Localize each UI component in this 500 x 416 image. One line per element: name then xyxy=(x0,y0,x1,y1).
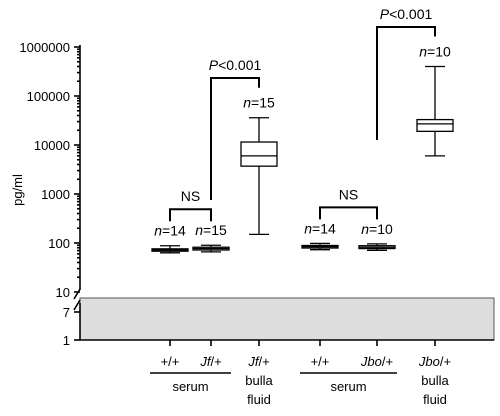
comparison-bracket-3: P<0.001 xyxy=(209,57,262,200)
genotype-suffix: /+ xyxy=(382,354,393,369)
genotype-suffix: +/+ xyxy=(161,354,180,369)
axis-break-mark xyxy=(73,288,81,311)
y-tick-label: 1000000 xyxy=(19,40,70,55)
box-plot-group-2: n=15 xyxy=(192,222,230,253)
n-label: n=15 xyxy=(195,222,227,238)
bracket-line xyxy=(376,26,436,140)
n-value: =15 xyxy=(203,222,227,238)
n-label: n=10 xyxy=(419,43,451,59)
genotype-suffix: /+ xyxy=(210,354,221,369)
y-tick-label: 100000 xyxy=(27,89,70,104)
x-sublabel: fluid xyxy=(423,392,447,407)
comparison-bracket-4: P<0.001 xyxy=(376,6,436,140)
y-tick-label: 1 xyxy=(63,333,70,348)
n-value: =10 xyxy=(369,221,393,237)
genotype-allele: Jbo xyxy=(360,354,382,369)
y-tick-label: 10 xyxy=(56,285,70,300)
p-letter: P xyxy=(209,57,219,73)
genotype-allele: Jf xyxy=(199,354,212,369)
x-sublabel: bulla xyxy=(245,373,273,388)
p-value: <0.001 xyxy=(218,57,261,73)
box-plot-group-3: n=15 xyxy=(240,95,278,236)
n-letter: n xyxy=(243,95,251,111)
box-plot-group-1: n=14 xyxy=(151,223,189,254)
bracket-line xyxy=(169,208,212,222)
x-sublabel: bulla xyxy=(421,373,449,388)
genotype-suffix: +/+ xyxy=(311,354,330,369)
box-plot-group-4: n=14 xyxy=(301,220,339,251)
n-label: n=15 xyxy=(243,95,275,111)
y-tick-label: 10000 xyxy=(34,138,70,153)
n-value: =10 xyxy=(427,43,451,59)
n-letter: n xyxy=(195,222,203,238)
n-value: =14 xyxy=(312,220,336,236)
n-letter: n xyxy=(154,223,162,239)
box-iqr xyxy=(416,118,454,132)
x-category-label: Jbo/+ xyxy=(418,354,451,369)
x-category-label: Jf/+ xyxy=(199,354,221,369)
x-category-label: +/+ xyxy=(311,354,330,369)
x-sublabel: fluid xyxy=(247,392,271,407)
serum-label: serum xyxy=(330,379,366,394)
n-value: =14 xyxy=(162,223,186,239)
n-value: =15 xyxy=(251,95,275,111)
box-plot-group-5: n=10 xyxy=(358,221,396,251)
bracket-label: NS xyxy=(339,186,358,202)
below-detection-region xyxy=(79,297,495,341)
p-value: <0.001 xyxy=(389,6,432,22)
comparison-bracket-1: NS xyxy=(169,188,212,222)
genotype-allele: Jbo xyxy=(418,354,440,369)
n-label: n=14 xyxy=(154,223,186,239)
n-letter: n xyxy=(361,221,369,237)
genotype-suffix: /+ xyxy=(258,354,269,369)
bracket-label: NS xyxy=(181,188,200,204)
x-category-label: Jbo/+ xyxy=(360,354,393,369)
y-tick-label: 7 xyxy=(63,305,70,320)
n-letter: n xyxy=(419,43,427,59)
bracket-line xyxy=(210,77,260,200)
y-axis-label: pg/ml xyxy=(10,174,25,206)
x-category-label: Jf/+ xyxy=(247,354,269,369)
bracket-line xyxy=(319,206,378,220)
n-label: n=10 xyxy=(361,221,393,237)
genotype-allele: Jf xyxy=(247,354,260,369)
y-tick-label: 1000 xyxy=(41,187,70,202)
x-category-label: +/+ xyxy=(161,354,180,369)
p-letter: P xyxy=(380,6,390,22)
serum-label: serum xyxy=(172,379,208,394)
box-iqr xyxy=(240,141,278,167)
comparison-bracket-2: NS xyxy=(319,186,378,220)
y-tick-label: 100 xyxy=(48,236,70,251)
bracket-label: P<0.001 xyxy=(209,57,262,73)
bracket-label: P<0.001 xyxy=(380,6,433,22)
n-letter: n xyxy=(304,220,312,236)
n-label: n=14 xyxy=(304,220,336,236)
box-plot-group-6: n=10 xyxy=(416,43,454,157)
genotype-suffix: /+ xyxy=(440,354,451,369)
